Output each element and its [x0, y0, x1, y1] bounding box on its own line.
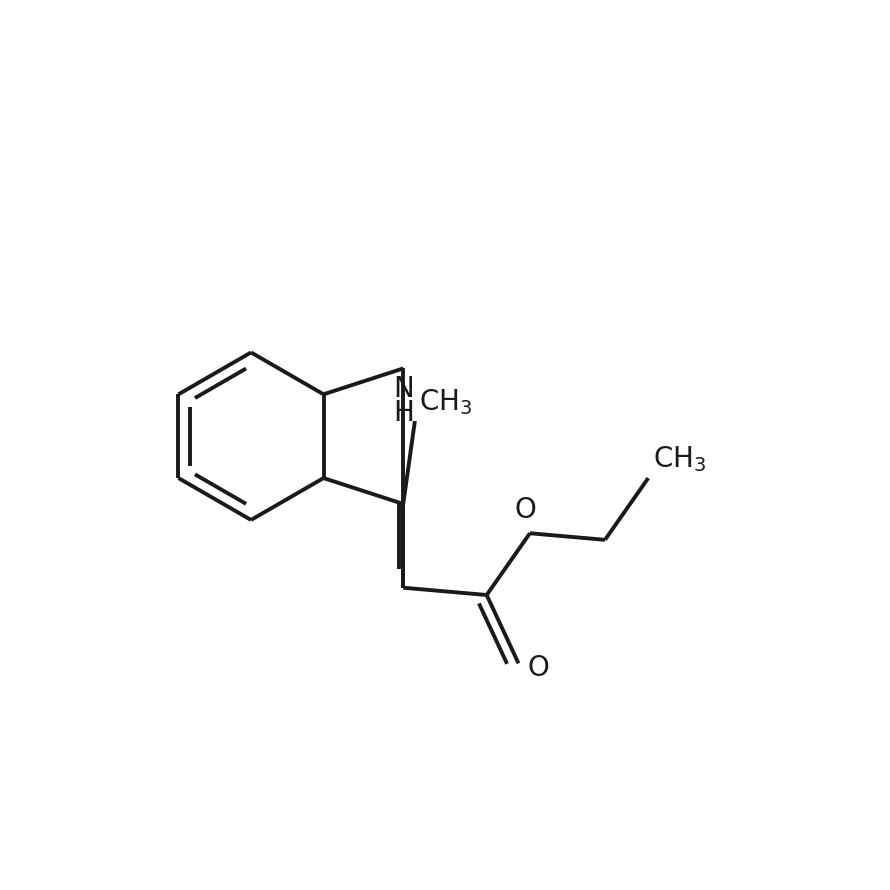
- Text: O: O: [528, 654, 549, 682]
- Text: O: O: [514, 497, 537, 524]
- Text: H: H: [392, 400, 414, 427]
- Text: CH$_3$: CH$_3$: [419, 387, 473, 417]
- Text: CH$_3$: CH$_3$: [652, 444, 706, 473]
- Text: N: N: [392, 376, 414, 403]
